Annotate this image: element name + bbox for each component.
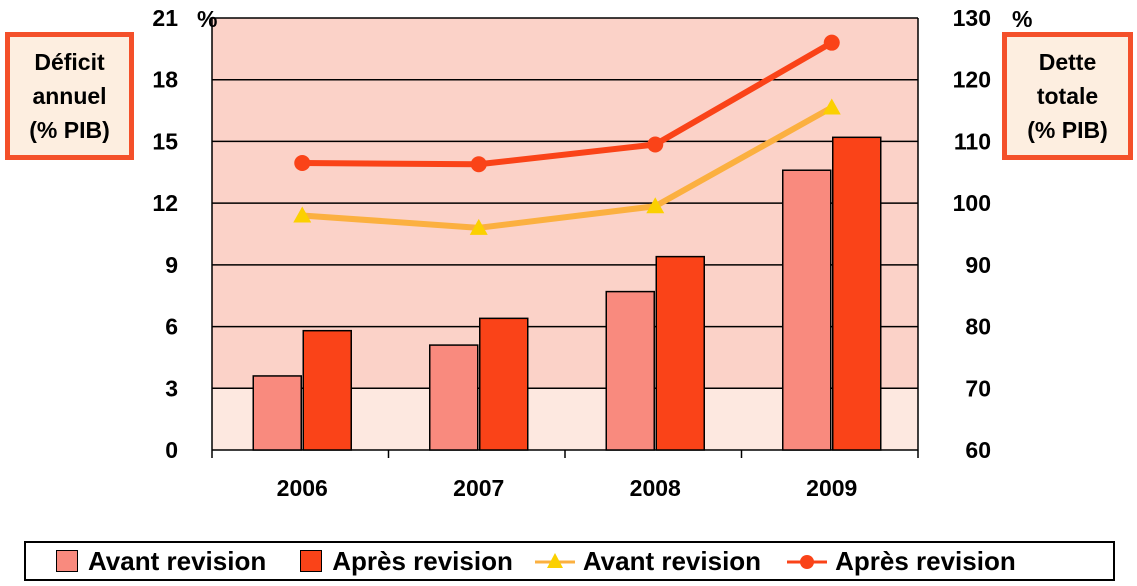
circle-marker-icon [787, 555, 828, 569]
left-tick-label: 0 [165, 437, 178, 463]
legend-label: Après revision [332, 545, 513, 576]
left-tick-label: 18 [152, 67, 178, 93]
series-lines [293, 34, 841, 235]
right-axis-unit: % [1012, 6, 1032, 32]
x-tick-label: 2007 [453, 475, 504, 501]
point-apres-2006 [294, 155, 311, 172]
legend-item-bar-avant: Avant revision [56, 546, 266, 577]
legend-item-bar-apres: Après revision [300, 546, 513, 577]
legend-label: Après revision [835, 545, 1016, 576]
left-tick-label: 15 [152, 128, 178, 154]
legend-swatch [300, 550, 323, 572]
left-axis-title: Déficit annuel (% PIB) [5, 32, 134, 160]
left-tick-label: 12 [152, 190, 178, 216]
bar-apres-2008 [655, 255, 705, 451]
right-axis-title-line: totale [1036, 83, 1099, 109]
point-avant-2009 [822, 98, 841, 115]
point-avant-2008 [646, 197, 665, 214]
point-apres-2007 [470, 156, 487, 173]
legend-label: Avant revision [88, 545, 267, 576]
left-axis-title-line: (% PIB) [29, 117, 110, 143]
bars [252, 136, 882, 451]
legend: Avant revision Après revision Avant revi… [24, 541, 1115, 581]
bar-apres-2009 [832, 136, 882, 451]
point-avant-2006 [293, 206, 312, 223]
triangle-marker-icon [534, 553, 575, 568]
right-axis-title-line: Dette [1038, 49, 1097, 75]
bar-avant-2006 [252, 375, 302, 451]
left-tick-label: 21 [152, 5, 178, 31]
left-tick-label: 3 [165, 375, 178, 401]
line-avant [302, 104, 834, 231]
x-axis-ticks: 2006 2007 2008 2009 [277, 475, 858, 501]
left-tick-label: 6 [165, 314, 178, 340]
right-tick-label: 100 [953, 190, 991, 216]
left-axis-title-line: annuel [32, 83, 107, 109]
left-axis-unit: % [197, 6, 217, 32]
x-tick-label: 2006 [277, 475, 328, 501]
right-tick-label: 120 [953, 67, 991, 93]
point-apres-2008 [647, 136, 664, 153]
legend-item-line-avant: Avant revision [534, 545, 762, 577]
right-tick-label: 60 [965, 437, 991, 463]
right-axis-title: Dette totale (% PIB) [1002, 32, 1133, 160]
legend-swatch [56, 550, 78, 572]
right-tick-label: 80 [965, 314, 991, 340]
bar-apres-2007 [479, 317, 529, 451]
x-tick-label: 2008 [630, 475, 681, 501]
x-tick-label: 2009 [806, 475, 857, 501]
right-tick-label: 130 [953, 5, 991, 31]
right-axis-title-line: (% PIB) [1027, 117, 1108, 143]
legend-item-line-apres: Après revision [787, 546, 1016, 577]
bar-avant-2009 [782, 169, 832, 451]
point-apres-2009 [823, 34, 840, 51]
right-tick-label: 110 [954, 128, 991, 154]
legend-label: Avant revision [582, 545, 762, 576]
left-axis-title-line: Déficit [34, 49, 105, 75]
left-tick-label: 9 [165, 252, 178, 278]
bar-avant-2008 [605, 290, 655, 451]
right-tick-label: 70 [965, 375, 991, 401]
bar-apres-2006 [302, 329, 352, 451]
right-axis-ticks: 60 70 80 90 100 110 120 130 [953, 5, 991, 463]
bar-avant-2007 [429, 344, 479, 451]
line-apres [302, 40, 834, 168]
right-tick-label: 90 [965, 252, 991, 278]
point-avant-2007 [469, 218, 488, 235]
left-axis-ticks: 0 3 6 9 12 15 18 21 [152, 5, 178, 463]
